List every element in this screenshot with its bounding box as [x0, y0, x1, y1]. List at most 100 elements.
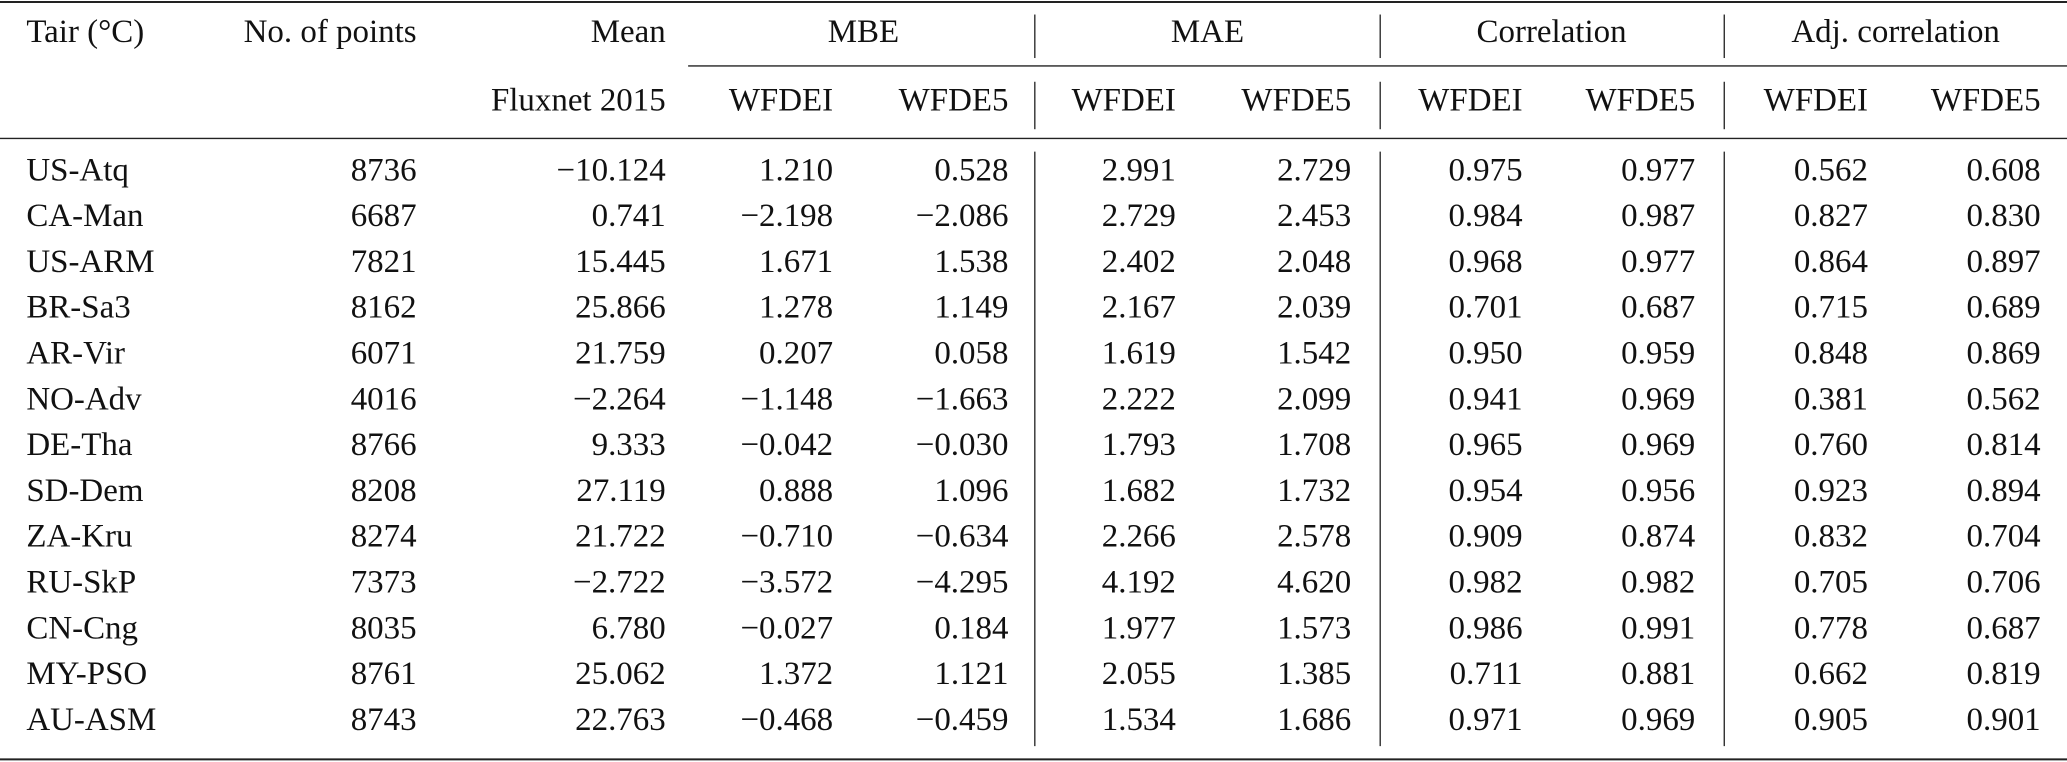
- value-cell: 0.830: [1967, 198, 2041, 234]
- site-cell: DE-Tha: [26, 427, 132, 463]
- value-cell: 1.385: [1277, 656, 1351, 692]
- value-cell: 0.901: [1967, 702, 2041, 738]
- value-cell: −10.124: [557, 152, 666, 188]
- value-cell: 8035: [351, 610, 417, 646]
- value-cell: 0.909: [1448, 519, 1522, 555]
- value-cell: 1.542: [1277, 336, 1351, 372]
- value-cell: 0.941: [1448, 381, 1522, 417]
- value-cell: 0.705: [1794, 565, 1868, 601]
- value-cell: −1.148: [740, 381, 833, 417]
- value-cell: 0.701: [1448, 290, 1522, 326]
- value-cell: 8162: [351, 290, 417, 326]
- value-cell: 0.968: [1448, 244, 1522, 280]
- value-cell: 1.619: [1102, 336, 1176, 372]
- value-cell: 1.121: [934, 656, 1008, 692]
- value-cell: 21.722: [575, 519, 666, 555]
- site-cell: AU-ASM: [26, 702, 156, 738]
- value-cell: −1.663: [916, 381, 1009, 417]
- value-cell: 9.333: [592, 427, 666, 463]
- value-cell: 2.729: [1277, 152, 1351, 188]
- value-cell: 0.819: [1967, 656, 2041, 692]
- value-cell: −2.198: [740, 198, 833, 234]
- value-cell: −0.459: [916, 702, 1009, 738]
- value-cell: 25.062: [575, 656, 666, 692]
- value-cell: 2.578: [1277, 519, 1351, 555]
- value-cell: 0.969: [1621, 427, 1695, 463]
- value-cell: 4.620: [1277, 565, 1351, 601]
- sub-header: WFDE5: [1931, 82, 2041, 118]
- value-cell: 0.991: [1621, 610, 1695, 646]
- value-cell: 7821: [351, 244, 417, 280]
- value-cell: 0.905: [1794, 702, 1868, 738]
- value-cell: −2.722: [573, 565, 666, 601]
- value-cell: 0.956: [1621, 473, 1695, 509]
- value-cell: 0.528: [934, 152, 1008, 188]
- site-cell: US-ARM: [26, 244, 154, 280]
- value-cell: 0.741: [592, 198, 666, 234]
- site-cell: NO-Adv: [26, 381, 142, 417]
- value-cell: −0.042: [740, 427, 833, 463]
- value-cell: 1.210: [759, 152, 833, 188]
- value-cell: 0.058: [934, 336, 1008, 372]
- site-cell: BR-Sa3: [26, 290, 130, 326]
- value-cell: 1.977: [1102, 610, 1176, 646]
- value-cell: 0.982: [1621, 565, 1695, 601]
- value-cell: 0.959: [1621, 336, 1695, 372]
- value-cell: 0.987: [1621, 198, 1695, 234]
- value-cell: 0.760: [1794, 427, 1868, 463]
- value-cell: 0.848: [1794, 336, 1868, 372]
- sub-header: Fluxnet 2015: [491, 82, 666, 118]
- value-cell: 0.689: [1967, 290, 2041, 326]
- value-cell: 1.534: [1102, 702, 1176, 738]
- value-cell: 6071: [351, 336, 417, 372]
- value-cell: 0.986: [1448, 610, 1522, 646]
- value-cell: 1.538: [934, 244, 1008, 280]
- value-cell: −3.572: [740, 565, 833, 601]
- value-cell: 1.732: [1277, 473, 1351, 509]
- value-cell: 27.119: [576, 473, 665, 509]
- value-cell: 2.266: [1102, 519, 1176, 555]
- group-header: MBE: [828, 14, 899, 50]
- value-cell: 6.780: [592, 610, 666, 646]
- site-cell: SD-Dem: [26, 473, 143, 509]
- value-cell: −0.030: [916, 427, 1009, 463]
- site-cell: AR-Vir: [26, 336, 125, 372]
- value-cell: 0.923: [1794, 473, 1868, 509]
- value-cell: 25.866: [575, 290, 666, 326]
- value-cell: 0.608: [1967, 152, 2041, 188]
- value-cell: 1.682: [1102, 473, 1176, 509]
- value-cell: 2.055: [1102, 656, 1176, 692]
- group-header: Adj. correlation: [1791, 14, 2000, 50]
- value-cell: 1.686: [1277, 702, 1351, 738]
- value-cell: 0.832: [1794, 519, 1868, 555]
- value-cell: 0.975: [1448, 152, 1522, 188]
- value-cell: 0.711: [1450, 656, 1523, 692]
- value-cell: 2.099: [1277, 381, 1351, 417]
- value-cell: −0.634: [916, 519, 1009, 555]
- value-cell: 1.149: [934, 290, 1008, 326]
- value-cell: 0.662: [1794, 656, 1868, 692]
- value-cell: 1.708: [1277, 427, 1351, 463]
- value-cell: 2.453: [1277, 198, 1351, 234]
- header-cell: Mean: [591, 14, 666, 50]
- value-cell: 0.562: [1794, 152, 1868, 188]
- sub-header: WFDEI: [1418, 82, 1522, 118]
- value-cell: 0.207: [759, 336, 833, 372]
- value-cell: 0.778: [1794, 610, 1868, 646]
- value-cell: −2.086: [916, 198, 1009, 234]
- value-cell: 8761: [351, 656, 417, 692]
- value-cell: 21.759: [575, 336, 666, 372]
- sub-header: WFDE5: [1585, 82, 1695, 118]
- value-cell: 8274: [351, 519, 417, 555]
- site-cell: MY-PSO: [26, 656, 147, 692]
- value-cell: 0.184: [934, 610, 1008, 646]
- value-cell: −2.264: [573, 381, 666, 417]
- value-cell: 0.864: [1794, 244, 1868, 280]
- value-cell: 1.096: [934, 473, 1008, 509]
- value-cell: 1.793: [1102, 427, 1176, 463]
- value-cell: 0.687: [1621, 290, 1695, 326]
- column-separators: [1034, 14, 1725, 747]
- group-header: MAE: [1171, 14, 1244, 50]
